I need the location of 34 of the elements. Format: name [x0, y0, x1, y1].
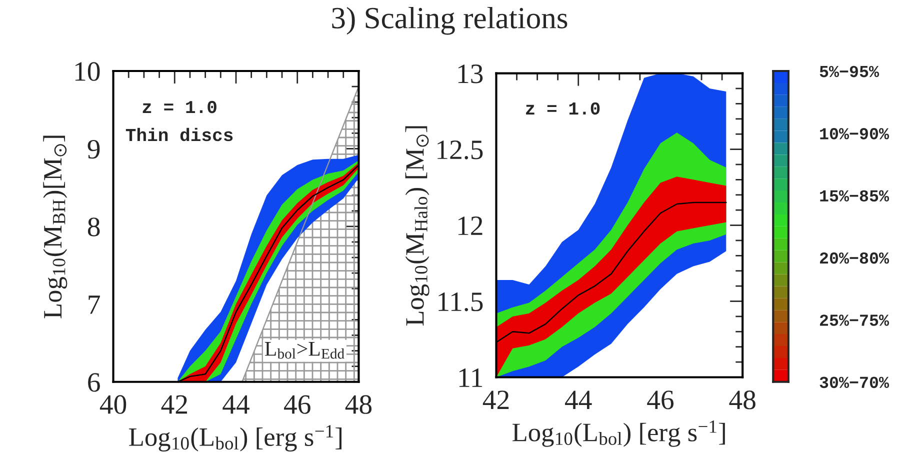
- x-tick-label: 44: [565, 390, 592, 410]
- color-bar-label: 20%−80%: [820, 252, 889, 264]
- y-tick-label: 11.5: [438, 292, 483, 312]
- y-tick-label: 8: [88, 218, 100, 236]
- color-bar-label: 25%−75%: [820, 314, 889, 326]
- y-axis-title: Log$_{10}$(M$_{BH}$)[M$_{⊙}$]: [43, 136, 68, 318]
- x-axis-title: Log$_{10}$(L$_{bol}$) [erg s$^{−1}$]: [512, 420, 725, 447]
- color-bar-label: 10%−90%: [820, 128, 889, 140]
- x-tick-label: 48: [729, 390, 756, 410]
- color-bar-label: 30%−70%: [820, 376, 889, 388]
- x-tick-label: 42: [482, 390, 509, 410]
- y-tick-label: 10: [75, 62, 100, 81]
- y-tick-label: 13: [458, 64, 483, 84]
- color-bar-label: 15%−85%: [820, 190, 889, 202]
- y-tick-label: 12: [458, 216, 482, 235]
- annotation: z = 1.0: [526, 102, 600, 115]
- x-axis-title: Log$_{10}$(L$_{bol}$) [erg s$^{−1}$]: [129, 425, 342, 452]
- annotation: L$_{bol}$>L$_{Edd}$: [264, 342, 344, 359]
- x-tick-label: 48: [345, 395, 372, 414]
- x-tick-label: 46: [284, 395, 310, 414]
- x-tick-label: 44: [222, 395, 250, 414]
- x-tick-label: 40: [100, 395, 126, 414]
- y-axis-title: Log$_{10}$(M$_{Halo}$) [M$_{⊙}$]: [405, 126, 430, 326]
- color-bar-label: 5%−95%: [820, 66, 879, 78]
- text: 3) Scaling relations: [332, 6, 568, 35]
- annotation: Thin discs: [126, 128, 233, 142]
- y-tick-label: 11: [459, 368, 482, 387]
- y-tick-label: 12.5: [438, 140, 483, 160]
- y-tick-label: 7: [88, 296, 100, 314]
- y-tick-label: 9: [88, 140, 100, 159]
- x-tick-label: 42: [161, 395, 187, 414]
- annotation: z = 1.0: [142, 100, 216, 114]
- y-tick-label: 6: [88, 373, 100, 392]
- x-tick-label: 46: [647, 390, 674, 410]
